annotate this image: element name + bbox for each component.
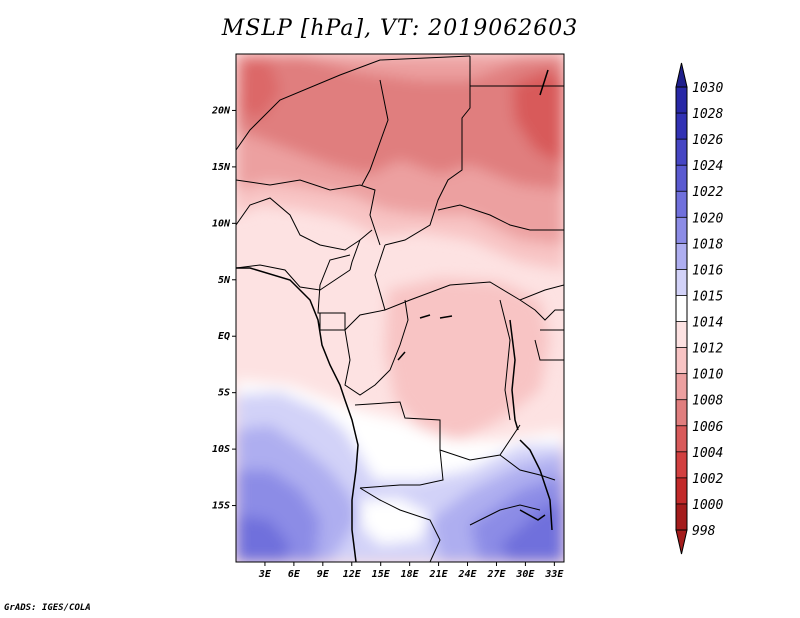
- lat-tick-label: 10N: [212, 218, 231, 229]
- colorbar-segment: [676, 113, 687, 140]
- country-borders: [236, 55, 564, 562]
- lon-tick-label: 15E: [372, 569, 391, 580]
- lon-tick-label: 12E: [343, 569, 362, 580]
- colorbar-segment: [676, 295, 687, 323]
- coastline-and-lakes: [236, 69, 553, 562]
- colorbar-label: 1014: [692, 316, 723, 331]
- colorbar-label: 1002: [692, 472, 723, 487]
- colorbar-label: 1010: [692, 368, 723, 383]
- lat-tick-label: EQ: [218, 331, 230, 342]
- colorbar-segment: [676, 347, 687, 375]
- colorbar-label: 1022: [692, 185, 723, 200]
- colorbar-label: 1024: [692, 159, 723, 174]
- colorbar-segment: [676, 191, 687, 218]
- colorbar-segment: [676, 477, 687, 505]
- map-frame: [235, 53, 565, 563]
- colorbar-max-arrow: [675, 62, 688, 88]
- colorbar-label: 1026: [692, 133, 723, 148]
- pressure-field: [236, 54, 564, 562]
- colorbar-label: 1004: [692, 446, 723, 461]
- lon-tick-label: 30E: [515, 569, 535, 580]
- colorbar-segment: [676, 321, 687, 349]
- colorbar-segment: [676, 399, 687, 427]
- lat-tick-label: 5S: [218, 388, 230, 399]
- lat-tick-label: 20N: [211, 105, 231, 116]
- colorbar-label: 1018: [692, 237, 723, 252]
- colorbar-segment: [676, 269, 687, 296]
- colorbar-segment: [676, 243, 687, 270]
- lon-tick-label: 3E: [258, 569, 272, 580]
- colorbar-label: 1016: [692, 263, 723, 278]
- colorbar-label: 1028: [692, 107, 723, 122]
- colorbar-segment: [676, 503, 687, 531]
- lon-tick-label: 18E: [401, 569, 420, 580]
- colorbar-label: 1006: [692, 420, 723, 435]
- lat-tick-label: 15N: [212, 162, 231, 173]
- map-title: MSLP [hPa], VT: 2019062603: [221, 16, 579, 41]
- axis-labels: 20N 15N 10N 5N EQ 5S 10S 15S 3E 6E 9E 12E 15E 18E 21E 2…: [211, 105, 564, 580]
- lat-tick-label: 10S: [212, 444, 230, 455]
- colorbar-label: 1012: [692, 342, 723, 357]
- colorbar-label: 1000: [692, 498, 723, 513]
- colorbar-label: 1030: [692, 81, 723, 96]
- colorbar-min-arrow: [675, 529, 688, 555]
- colorbar-segment: [676, 373, 687, 401]
- lon-tick-label: 27E: [486, 569, 506, 580]
- colorbar-label: 1008: [692, 394, 723, 409]
- colorbar-segment: [676, 451, 687, 479]
- lon-tick-label: 21E: [429, 569, 449, 580]
- colorbar: 1030 1028 1026 1024 1022 1020 1018 1016 1015 1014…: [675, 62, 723, 555]
- colorbar-segment: [676, 139, 687, 166]
- lat-tick-label: 5N: [218, 275, 231, 286]
- colorbar-label: 998: [692, 524, 716, 539]
- lon-tick-label: 33E: [544, 569, 564, 580]
- lon-tick-label: 9E: [317, 569, 330, 580]
- footer-credit: GrADS: IGES/COLA: [4, 603, 91, 613]
- lon-tick-label: 24E: [457, 569, 477, 580]
- colorbar-segment: [676, 165, 687, 192]
- colorbar-label: 1015: [692, 289, 723, 304]
- colorbar-segment: [676, 425, 687, 453]
- colorbar-segment: [676, 87, 687, 114]
- lat-tick-label: 15S: [212, 501, 230, 512]
- lon-tick-label: 6E: [288, 569, 301, 580]
- colorbar-label: 1020: [692, 211, 723, 226]
- colorbar-segment: [676, 217, 687, 244]
